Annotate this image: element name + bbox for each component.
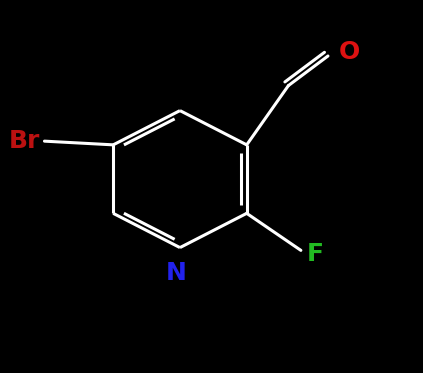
- Text: Br: Br: [9, 129, 40, 153]
- Text: F: F: [307, 242, 324, 266]
- Text: O: O: [338, 40, 360, 64]
- Text: N: N: [165, 261, 186, 285]
